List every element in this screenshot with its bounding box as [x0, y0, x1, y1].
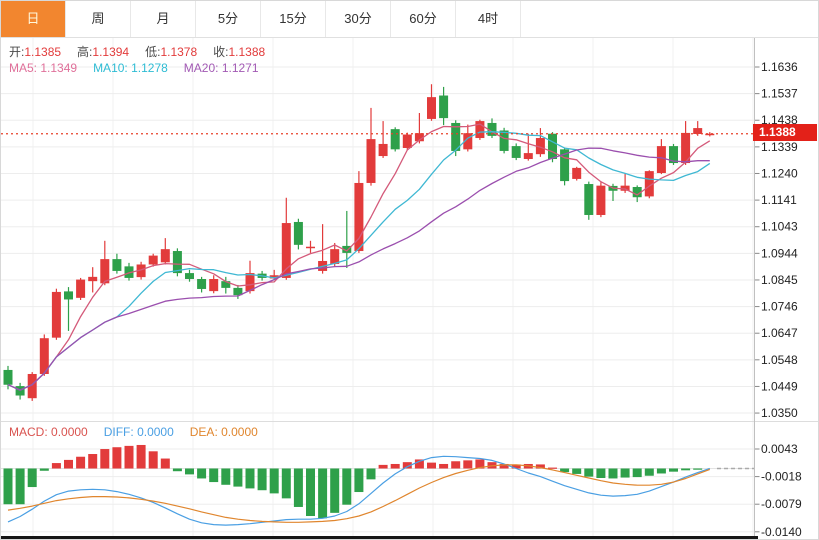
svg-text:1.0647: 1.0647: [761, 326, 798, 340]
svg-text:1.0449: 1.0449: [761, 379, 798, 393]
bottom-scrollbar[interactable]: [1, 536, 758, 539]
svg-text:-0.0079: -0.0079: [761, 497, 802, 511]
svg-text:1.1141: 1.1141: [761, 193, 797, 207]
last-price-tag: 1.1388: [753, 124, 817, 141]
svg-text:1.1636: 1.1636: [761, 60, 798, 74]
svg-text:1.1438: 1.1438: [761, 113, 798, 127]
tab-monthly[interactable]: 月: [131, 1, 196, 37]
svg-text:1.1339: 1.1339: [761, 140, 798, 154]
svg-text:1.0548: 1.0548: [761, 353, 798, 367]
svg-text:1.0944: 1.0944: [761, 246, 798, 260]
tab-30min[interactable]: 30分: [326, 1, 391, 37]
svg-text:1.0350: 1.0350: [761, 406, 798, 420]
svg-text:1.0746: 1.0746: [761, 300, 798, 314]
tab-weekly[interactable]: 周: [66, 1, 131, 37]
tab-daily[interactable]: 日: [1, 1, 66, 37]
svg-text:0.0043: 0.0043: [761, 442, 798, 456]
svg-text:-0.0018: -0.0018: [761, 470, 802, 484]
svg-text:1.1537: 1.1537: [761, 87, 798, 101]
tab-60min[interactable]: 60分: [391, 1, 456, 37]
tab-15min[interactable]: 15分: [261, 1, 326, 37]
timeframe-tabbar: 日 周 月 5分 15分 30分 60分 4时: [1, 1, 818, 38]
tab-5min[interactable]: 5分: [196, 1, 261, 37]
svg-text:1.0845: 1.0845: [761, 273, 798, 287]
svg-text:1.1240: 1.1240: [761, 166, 798, 180]
tab-4hour[interactable]: 4时: [456, 1, 521, 37]
svg-text:-0.0140: -0.0140: [761, 525, 802, 539]
svg-text:1.1043: 1.1043: [761, 220, 798, 234]
